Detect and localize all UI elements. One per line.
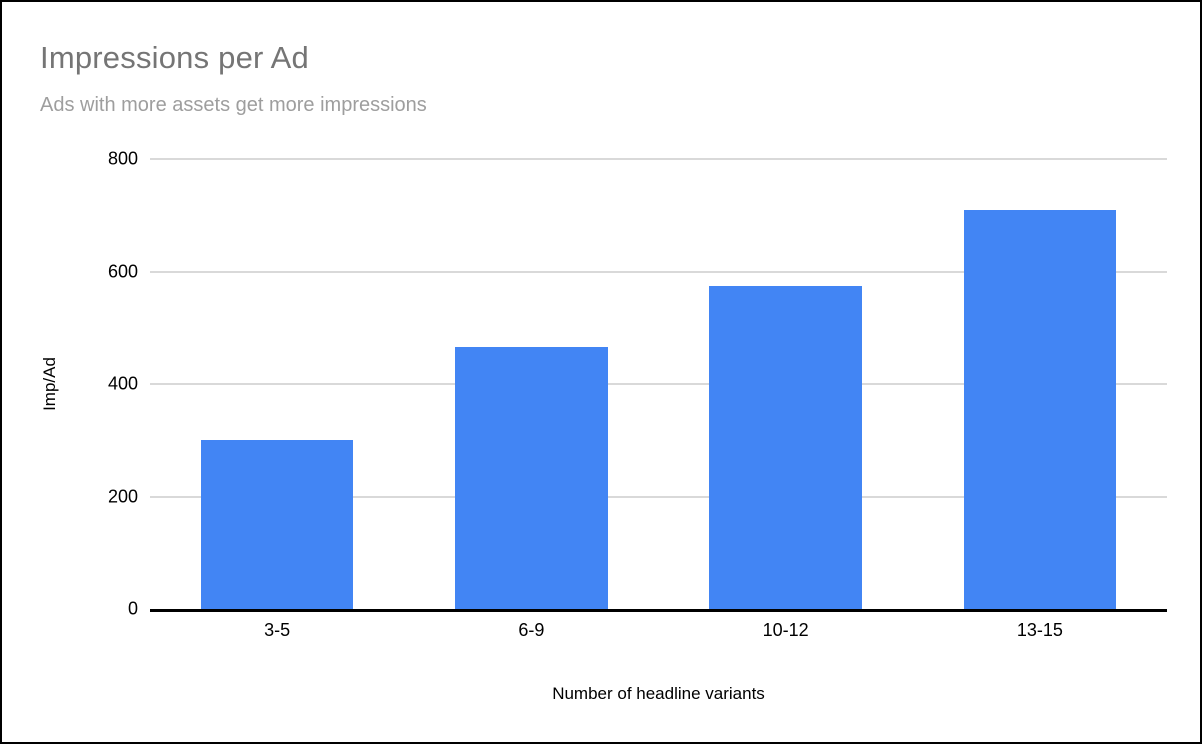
bar (709, 285, 862, 609)
gridline (150, 270, 1167, 273)
x-tick-labels: 3-5 6-9 10-12 13-15 (150, 620, 1167, 641)
gridline (150, 383, 1167, 385)
x-tick-label: 10-12 (762, 620, 809, 640)
bar-slot (913, 159, 1167, 609)
gridline (150, 495, 1167, 498)
chart-subtitle: Ads with more assets get more impression… (40, 94, 427, 116)
y-tick-label: 200 (107, 486, 138, 506)
bars (150, 159, 1167, 609)
y-tick-label: 600 (107, 261, 138, 281)
x-tick-label: 13-15 (1016, 620, 1063, 640)
y-axis-title: Imp/Ad (40, 357, 59, 411)
bar (455, 347, 608, 609)
bar (200, 440, 354, 609)
y-tick-labels: 0 200 400 600 800 (86, 149, 138, 619)
x-tick-label: 6-9 (518, 620, 545, 640)
bar (963, 209, 1117, 609)
x-tick-label: 3-5 (264, 620, 291, 640)
x-axis-title: Number of headline variants (552, 684, 765, 703)
y-tick-label: 400 (107, 373, 138, 394)
bar-slot (150, 159, 404, 609)
chart-title: Impressions per Ad (40, 40, 309, 75)
bar-slot (404, 159, 658, 609)
y-tick-label: 0 (127, 598, 138, 619)
plot-area (150, 158, 1167, 612)
y-tick-label: 800 (107, 148, 138, 169)
bar-slot (659, 159, 913, 609)
gridline (150, 158, 1167, 160)
